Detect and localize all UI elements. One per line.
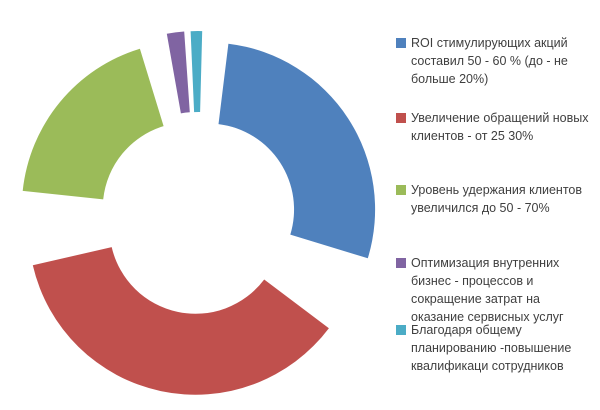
chart-legend: ROI стимулирующих акций составил 50 - 60… [396,0,596,410]
legend-item-process-optimization: Оптимизация внутренних бизнес - процессо… [396,254,594,326]
slice-staff-qualification [190,31,203,113]
legend-label: Оптимизация внутренних бизнес - процессо… [411,256,564,324]
legend-label: Уровень удержания клиентов увеличился до… [411,183,583,215]
legend-item-new-clients: Увеличение обращений новых клиентов - от… [396,109,594,145]
slice-new-clients [32,247,329,395]
legend-swatch-blue [396,38,406,48]
legend-item-roi-promotions: ROI стимулирующих акций составил 50 - 60… [396,34,594,88]
legend-item-client-retention: Уровень удержания клиентов увеличился до… [396,181,594,217]
slice-roi-promotions [218,43,376,259]
legend-swatch-green [396,185,406,195]
legend-swatch-purple [396,258,406,268]
legend-label: Увеличение обращений новых клиентов - от… [411,111,589,143]
legend-item-staff-qualification: Благодаря общему планированию -повышение… [396,321,594,375]
legend-swatch-teal [396,325,406,335]
legend-label: Благодаря общему планированию -повышение… [411,323,572,373]
slice-process-optimization [166,31,190,114]
slice-client-retention [22,48,164,200]
legend-swatch-red [396,113,406,123]
legend-label: ROI стимулирующих акций составил 50 - 60… [411,36,568,86]
